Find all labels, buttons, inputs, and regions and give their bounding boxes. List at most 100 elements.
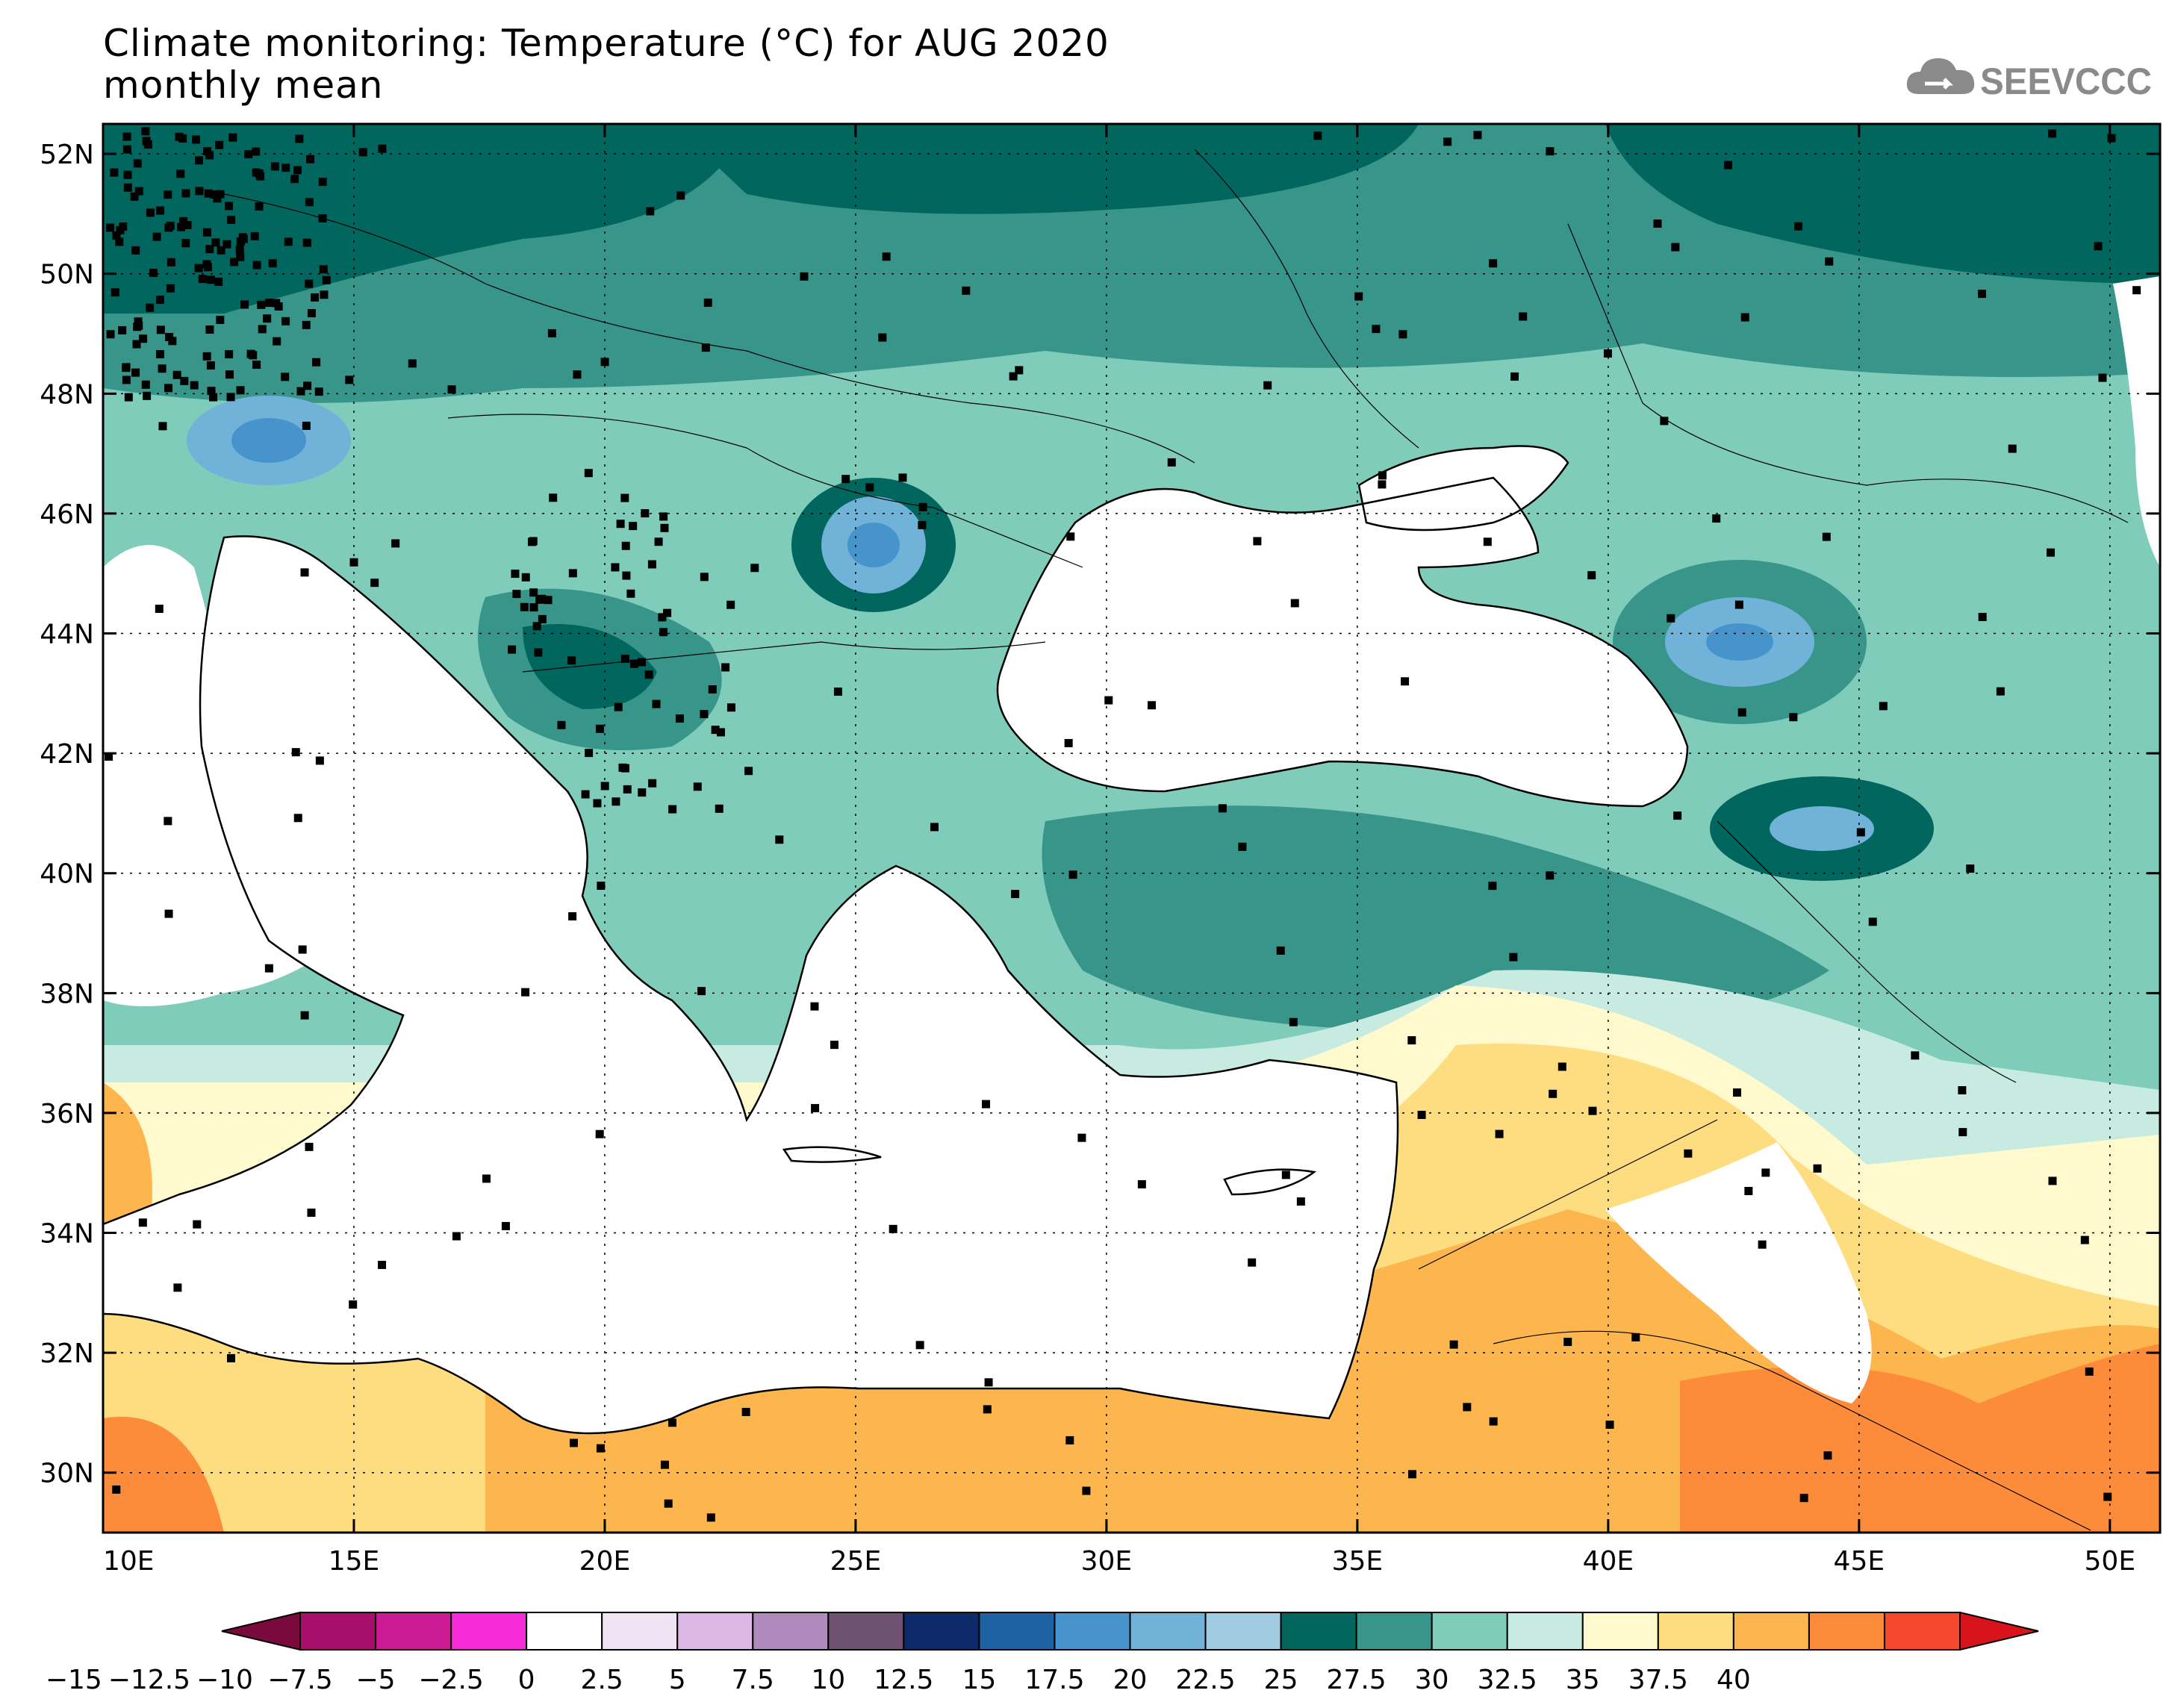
- station-marker: [585, 749, 594, 758]
- lat-tick-label: 36N: [40, 1099, 94, 1129]
- lon-tick-label: 10E: [103, 1546, 155, 1577]
- colorbar-swatch: [903, 1612, 980, 1651]
- station-marker: [207, 387, 216, 396]
- lat-tick-label: 50N: [40, 260, 94, 290]
- station-marker: [659, 512, 668, 521]
- station-marker: [620, 493, 629, 502]
- station-marker: [1799, 1494, 1808, 1503]
- station-marker: [1794, 222, 1803, 231]
- station-marker: [1868, 917, 1877, 926]
- station-marker: [581, 790, 590, 799]
- station-marker: [600, 782, 609, 791]
- station-marker: [122, 375, 131, 384]
- station-marker: [1822, 532, 1831, 541]
- station-marker: [716, 728, 725, 737]
- colorbar-label: 17.5: [1024, 1665, 1084, 1695]
- station-marker: [1549, 1089, 1558, 1098]
- station-marker: [641, 509, 650, 518]
- lon-tick-label: 50E: [2085, 1546, 2136, 1577]
- station-marker: [1488, 882, 1497, 891]
- station-marker: [1737, 708, 1746, 717]
- station-marker: [235, 245, 244, 254]
- station-marker: [700, 573, 709, 582]
- station-marker: [130, 192, 139, 201]
- station-marker: [195, 156, 204, 165]
- station-marker: [981, 1100, 990, 1109]
- station-marker: [1978, 612, 1987, 621]
- station-marker: [452, 1232, 461, 1241]
- station-marker: [149, 268, 158, 277]
- station-marker: [1978, 290, 1987, 299]
- colorbar-swatch: [601, 1612, 679, 1651]
- station-marker: [1082, 1486, 1091, 1495]
- station-marker: [568, 911, 577, 920]
- station-marker: [164, 817, 172, 826]
- station-marker: [138, 1218, 147, 1227]
- station-marker: [668, 1418, 676, 1427]
- station-marker: [2107, 134, 2116, 143]
- station-marker: [597, 881, 606, 890]
- station-marker: [1958, 1128, 1967, 1137]
- station-marker: [314, 387, 323, 396]
- station-marker: [118, 325, 127, 334]
- station-marker: [298, 945, 307, 954]
- station-marker: [1263, 381, 1272, 390]
- station-marker: [156, 325, 165, 334]
- station-marker: [1296, 1197, 1305, 1206]
- station-marker: [664, 1499, 673, 1508]
- station-marker: [176, 169, 185, 178]
- station-marker: [213, 194, 222, 203]
- station-marker: [322, 275, 331, 284]
- station-marker: [1563, 1338, 1572, 1347]
- station-marker: [538, 614, 547, 623]
- station-marker: [1290, 599, 1299, 608]
- station-marker: [614, 702, 623, 711]
- station-marker: [983, 1405, 992, 1414]
- station-marker: [305, 1142, 314, 1151]
- station-marker: [697, 987, 706, 996]
- station-marker: [146, 303, 155, 312]
- station-marker: [206, 275, 215, 284]
- station-marker: [701, 343, 710, 352]
- station-marker: [1740, 313, 1749, 322]
- station-marker: [1744, 1186, 1753, 1195]
- station-marker: [105, 752, 113, 761]
- station-marker: [300, 568, 309, 577]
- borders: [223, 149, 2129, 1531]
- station-marker: [889, 1224, 897, 1233]
- lon-tick-label: 40E: [1583, 1546, 1634, 1577]
- sea-areas: [103, 276, 2160, 1434]
- lat-tick-label: 44N: [40, 620, 94, 650]
- station-marker: [1378, 471, 1387, 480]
- station-marker: [750, 564, 759, 573]
- lon-tick-label: 20E: [579, 1546, 631, 1577]
- station-marker: [918, 502, 927, 511]
- station-marker: [307, 309, 316, 318]
- station-marker: [721, 663, 730, 672]
- station-marker: [225, 350, 234, 359]
- colorbar-swatch: [1657, 1612, 1734, 1651]
- station-marker: [1289, 1017, 1298, 1026]
- station-marker: [2098, 373, 2107, 382]
- station-marker: [215, 140, 224, 149]
- station-marker: [1015, 366, 1024, 375]
- station-marker: [811, 1103, 820, 1112]
- station-marker: [284, 237, 293, 246]
- station-marker: [181, 239, 190, 248]
- station-marker: [202, 228, 211, 237]
- station-marker: [124, 393, 133, 402]
- station-marker: [1996, 687, 2005, 696]
- station-marker: [1958, 1085, 1967, 1094]
- station-marker: [567, 656, 576, 665]
- station-marker: [358, 148, 367, 157]
- station-marker: [1510, 372, 1519, 381]
- station-marker: [204, 189, 213, 198]
- station-marker: [112, 231, 121, 240]
- colorbar-swatch: [1581, 1612, 1659, 1651]
- station-marker: [593, 799, 602, 808]
- station-marker: [512, 590, 521, 599]
- station-marker: [190, 381, 199, 390]
- station-marker: [391, 539, 400, 548]
- station-marker: [179, 216, 188, 225]
- station-marker: [676, 191, 685, 200]
